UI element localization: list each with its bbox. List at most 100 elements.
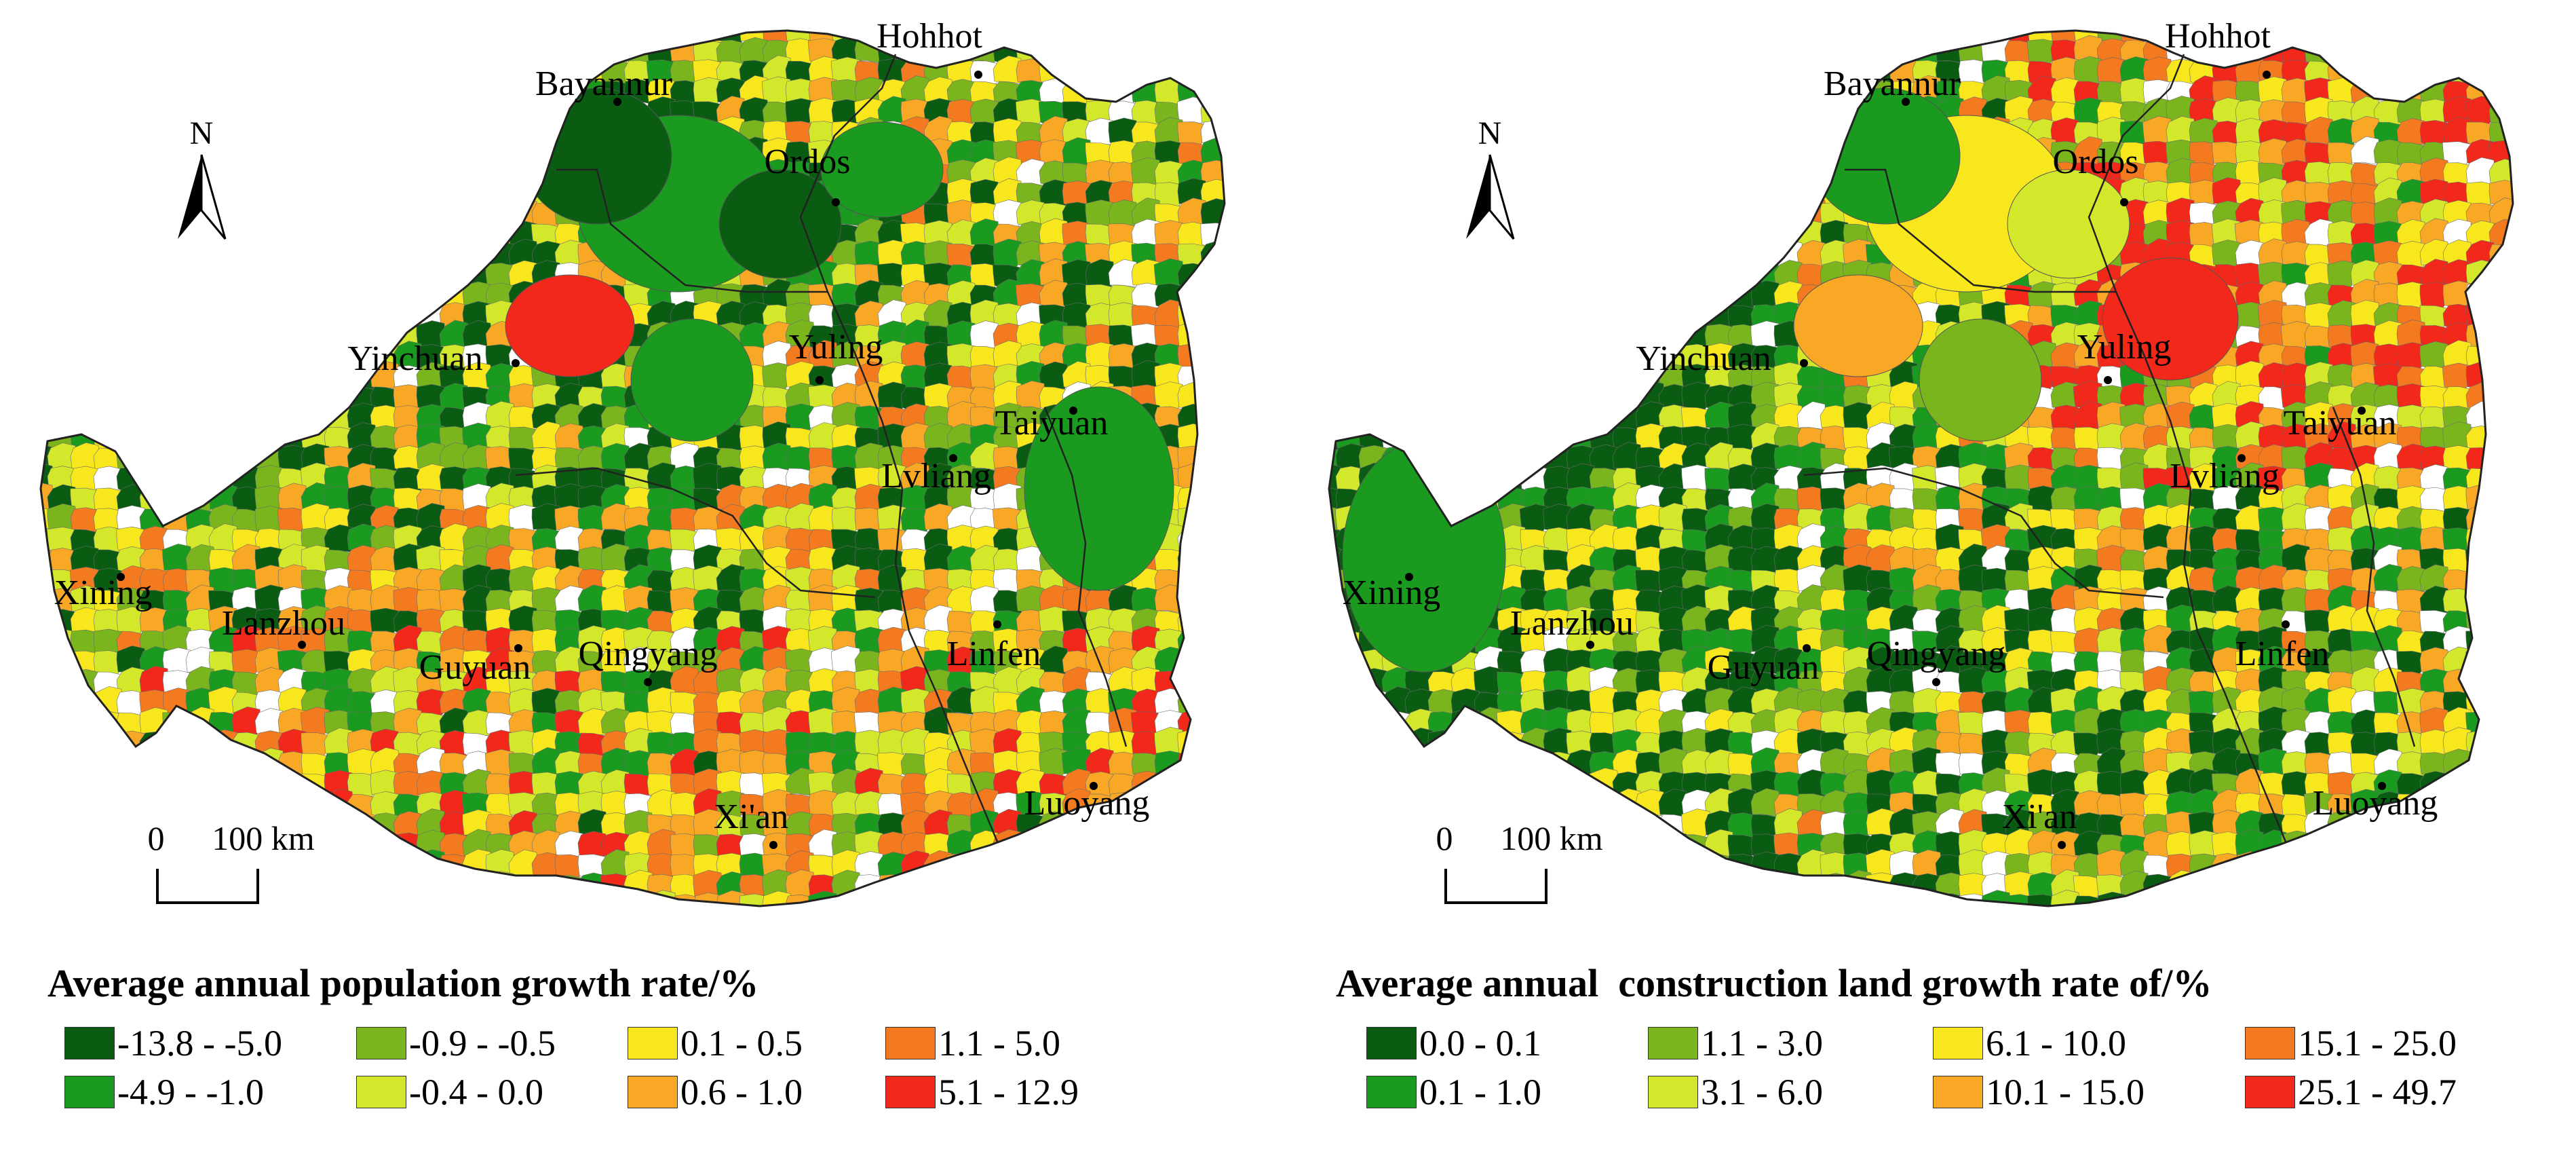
county-polygon (1796, 97, 1826, 125)
county-polygon (1335, 384, 1365, 411)
county-polygon (1335, 686, 1365, 715)
county-polygon (1358, 31, 1388, 45)
county-polygon (116, 383, 146, 411)
county-polygon (1566, 891, 1596, 906)
county-polygon (1681, 37, 1711, 64)
county-polygon (1612, 810, 1642, 838)
county-polygon (139, 31, 169, 43)
county-polygon (93, 345, 123, 373)
county-polygon (1335, 320, 1365, 349)
county-polygon (393, 57, 423, 84)
county-polygon (1982, 916, 2010, 937)
county-polygon (231, 239, 261, 267)
county-polygon (277, 138, 307, 166)
county-polygon (185, 788, 215, 817)
county-polygon (93, 789, 123, 817)
county-polygon (1427, 362, 1457, 390)
county-polygon (1329, 31, 1342, 45)
county-polygon (739, 893, 769, 906)
county-polygon (1381, 747, 1411, 776)
county-polygon (277, 344, 307, 371)
county-polygon (2512, 772, 2513, 799)
county-polygon (1497, 651, 1526, 677)
county-polygon (1427, 341, 1457, 369)
county-polygon (1427, 401, 1458, 430)
county-polygon (1612, 283, 1642, 310)
county-polygon (116, 833, 146, 860)
county-polygon (1358, 136, 1388, 166)
city-label: Hohhot (2165, 17, 2271, 56)
county-polygon (1224, 910, 1252, 937)
county-polygon (439, 179, 469, 206)
county-polygon (1061, 60, 1092, 87)
county-polygon (1774, 911, 1803, 937)
county-polygon (1329, 39, 1342, 65)
county-polygon (1223, 284, 1225, 311)
county-polygon (1016, 31, 1045, 43)
county-polygon (41, 340, 54, 369)
county-polygon (1427, 37, 1457, 64)
county-polygon (162, 851, 192, 878)
county-polygon (2512, 101, 2513, 128)
county-polygon (440, 915, 468, 937)
province-boundaries (515, 54, 1128, 842)
county-polygon (1223, 789, 1225, 817)
county-polygon (2443, 916, 2472, 937)
county-polygon (508, 875, 538, 902)
county-polygon (1612, 35, 1642, 64)
county-polygon (139, 263, 169, 290)
county-polygon (1543, 182, 1573, 209)
county-polygon (347, 79, 377, 106)
county-polygon (670, 666, 699, 695)
county-polygon (1404, 364, 1434, 391)
city-dot (2237, 454, 2246, 462)
county-polygon (41, 366, 54, 393)
county-polygon (1336, 911, 1364, 937)
county-polygon (1751, 912, 1780, 937)
county-polygon (162, 873, 192, 900)
county-polygon (347, 162, 377, 190)
county-polygon (1200, 567, 1225, 594)
county-polygon (1612, 243, 1642, 270)
county-polygon (70, 362, 100, 390)
county-polygon (647, 912, 676, 937)
county-polygon (1612, 833, 1642, 861)
county-polygon (47, 666, 77, 695)
county-polygon (162, 467, 192, 493)
county-polygon (1404, 58, 1435, 85)
county-polygon (1039, 874, 1069, 901)
legend-item: 15.1 - 25.0 (2245, 1022, 2457, 1064)
county-polygon (140, 910, 168, 937)
county-polygon (1543, 385, 1573, 412)
county-polygon (522, 88, 672, 225)
county-polygon (347, 142, 377, 170)
county-polygon (1497, 264, 1526, 291)
county-polygon (1131, 895, 1161, 906)
county-polygon (1404, 341, 1434, 369)
county-polygon (2512, 792, 2513, 819)
county-polygon (1200, 280, 1225, 308)
county-polygon (231, 119, 261, 147)
county-polygon (877, 895, 907, 906)
county-polygon (1520, 201, 1550, 228)
county-polygon (93, 850, 123, 878)
county-polygon (277, 159, 307, 186)
county-polygon (1381, 37, 1411, 64)
legend-label: 6.1 - 10.0 (1986, 1023, 2126, 1064)
county-polygon (2488, 855, 2513, 881)
county-polygon (254, 305, 284, 332)
county-polygon (1566, 322, 1596, 349)
county-polygon (1200, 768, 1225, 797)
county-polygon (208, 853, 238, 880)
county-polygon (1223, 710, 1225, 736)
county-polygon (946, 895, 976, 906)
county-polygon (1681, 31, 1711, 45)
county-polygon (1404, 120, 1434, 147)
county-polygon (1199, 831, 1225, 858)
county-polygon (2512, 78, 2513, 105)
county-polygon (370, 239, 400, 267)
county-polygon (1474, 875, 1503, 902)
county-polygon (93, 37, 123, 64)
county-polygon (41, 609, 54, 636)
city-dot (949, 454, 957, 462)
